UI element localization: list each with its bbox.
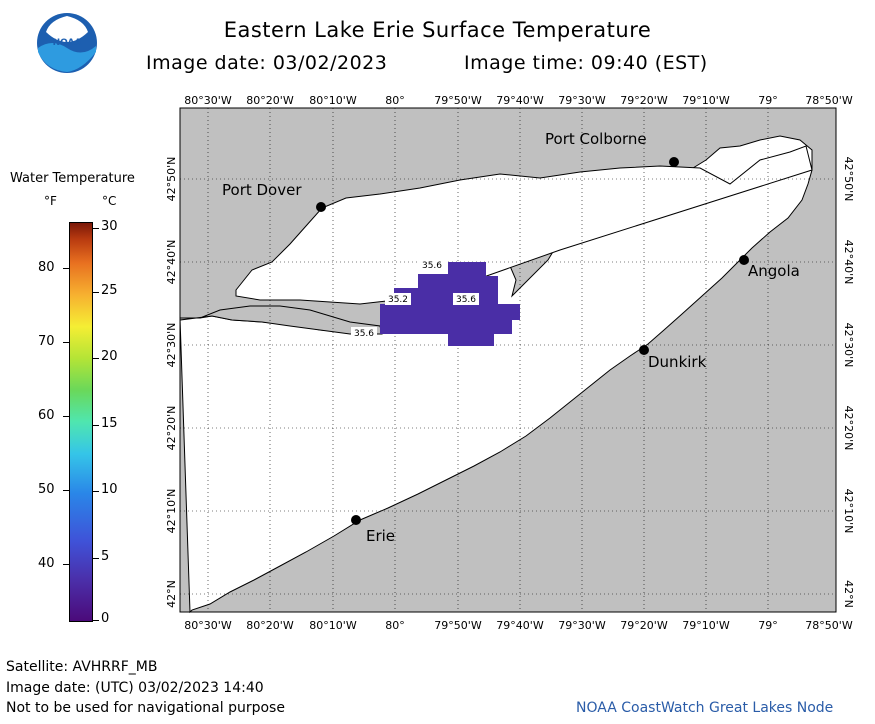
c-tick-0: 0 <box>101 611 110 626</box>
graticule <box>180 108 836 612</box>
c-tick-20: 20 <box>101 349 118 364</box>
temp-label: 35.6 <box>419 259 445 271</box>
svg-text:80°10'W: 80°10'W <box>309 94 357 107</box>
svg-text:79°20'W: 79°20'W <box>620 94 668 107</box>
f-tick-mark <box>63 564 69 565</box>
svg-text:80°10'W: 80°10'W <box>309 619 357 632</box>
c-tick-mark <box>93 358 99 359</box>
svg-text:78°50'W: 78°50'W <box>805 619 853 632</box>
svg-text:35.6: 35.6 <box>422 261 442 271</box>
svg-text:79°50'W: 79°50'W <box>434 619 482 632</box>
svg-text:Port Dover: Port Dover <box>222 181 302 199</box>
lat-labels-left: 42°50'N 42°40'N 42°30'N 42°20'N 42°10'N … <box>165 157 178 608</box>
c-tick-mark <box>93 292 99 293</box>
c-tick-25: 25 <box>101 283 118 298</box>
temp-label: 35.6 <box>351 327 377 339</box>
city-angola: Angola <box>739 255 800 280</box>
svg-text:42°30'N: 42°30'N <box>165 323 178 368</box>
svg-text:78°50'W: 78°50'W <box>805 94 853 107</box>
image-date: Image date: 03/02/2023 <box>146 52 388 74</box>
svg-text:80°30'W: 80°30'W <box>184 94 232 107</box>
unit-fahrenheit: °F <box>44 194 57 208</box>
svg-text:Port Colborne: Port Colborne <box>545 130 647 148</box>
svg-text:42°N: 42°N <box>842 580 855 608</box>
svg-text:42°20'N: 42°20'N <box>842 406 855 451</box>
svg-text:42°10'N: 42°10'N <box>842 489 855 534</box>
svg-text:42°N: 42°N <box>165 580 178 608</box>
svg-text:79°40'W: 79°40'W <box>496 94 544 107</box>
f-tick-80: 80 <box>38 260 55 275</box>
disclaimer: Not to be used for navigational purpose <box>6 700 285 716</box>
f-tick-mark <box>63 416 69 417</box>
c-tick-mark <box>93 228 99 229</box>
svg-text:42°10'N: 42°10'N <box>165 489 178 534</box>
svg-text:79°10'W: 79°10'W <box>682 94 730 107</box>
svg-text:79°10'W: 79°10'W <box>682 619 730 632</box>
f-tick-50: 50 <box>38 482 55 497</box>
svg-text:79°30'W: 79°30'W <box>558 619 606 632</box>
c-tick-30: 30 <box>101 219 118 234</box>
svg-text:42°30'N: 42°30'N <box>842 323 855 368</box>
svg-text:Dunkirk: Dunkirk <box>648 353 707 371</box>
svg-text:80°30'W: 80°30'W <box>184 619 232 632</box>
svg-text:42°40'N: 42°40'N <box>165 240 178 285</box>
f-tick-60: 60 <box>38 408 55 423</box>
sst-patch <box>380 262 520 346</box>
f-tick-70: 70 <box>38 334 55 349</box>
svg-text:80°: 80° <box>385 619 405 632</box>
f-tick-mark <box>63 490 69 491</box>
c-tick-15: 15 <box>101 416 118 431</box>
svg-text:80°: 80° <box>385 94 405 107</box>
c-tick-mark <box>93 491 99 492</box>
logo-text: NOAA <box>53 38 82 48</box>
svg-text:35.6: 35.6 <box>354 329 374 339</box>
temp-label: 35.6 <box>453 293 479 305</box>
f-tick-mark <box>63 268 69 269</box>
svg-text:80°20'W: 80°20'W <box>246 94 294 107</box>
lon-labels-bottom: 80°30'W 80°20'W 80°10'W 80° 79°50'W 79°4… <box>184 619 853 632</box>
svg-text:79°40'W: 79°40'W <box>496 619 544 632</box>
noaa-logo: NOAA <box>36 12 98 74</box>
c-tick-5: 5 <box>101 549 110 564</box>
svg-text:79°: 79° <box>758 619 778 632</box>
svg-text:79°20'W: 79°20'W <box>620 619 668 632</box>
page-title: Eastern Lake Erie Surface Temperature <box>223 18 652 42</box>
lat-labels-right: 42°50'N 42°40'N 42°30'N 42°20'N 42°10'N … <box>842 157 855 608</box>
svg-text:42°50'N: 42°50'N <box>842 157 855 202</box>
satellite-info: Satellite: AVHRRF_MB <box>6 659 158 675</box>
c-tick-mark <box>93 425 99 426</box>
city-port-dover: Port Dover <box>222 181 326 212</box>
image-date-utc: Image date: (UTC) 03/02/2023 14:40 <box>6 680 264 696</box>
svg-text:42°50'N: 42°50'N <box>165 157 178 202</box>
coastwatch-node: NOAA CoastWatch Great Lakes Node <box>576 700 834 716</box>
temp-label: 35.2 <box>385 293 411 305</box>
c-tick-mark <box>93 620 99 621</box>
unit-celsius: °C <box>102 194 117 208</box>
svg-text:Angola: Angola <box>748 262 800 280</box>
svg-text:42°40'N: 42°40'N <box>842 240 855 285</box>
temperature-colorbar <box>69 222 93 622</box>
svg-text:79°50'W: 79°50'W <box>434 94 482 107</box>
svg-text:42°20'N: 42°20'N <box>165 406 178 451</box>
svg-text:79°30'W: 79°30'W <box>558 94 606 107</box>
f-tick-40: 40 <box>38 556 55 571</box>
lon-labels-top: 80°30'W 80°20'W 80°10'W 80° 79°50'W 79°4… <box>184 94 853 107</box>
svg-text:79°: 79° <box>758 94 778 107</box>
svg-text:35.6: 35.6 <box>456 295 476 305</box>
image-time: Image time: 09:40 (EST) <box>464 52 708 74</box>
svg-text:35.2: 35.2 <box>388 295 408 305</box>
legend-title: Water Temperature <box>10 171 135 186</box>
svg-text:Erie: Erie <box>366 527 395 545</box>
c-tick-mark <box>93 558 99 559</box>
c-tick-10: 10 <box>101 482 118 497</box>
city-erie: Erie <box>351 515 395 545</box>
city-dunkirk: Dunkirk <box>639 345 707 371</box>
f-tick-mark <box>63 342 69 343</box>
svg-text:80°20'W: 80°20'W <box>246 619 294 632</box>
city-port-colborne: Port Colborne <box>545 130 679 167</box>
noaa-logo-icon: NOAA <box>37 13 97 73</box>
